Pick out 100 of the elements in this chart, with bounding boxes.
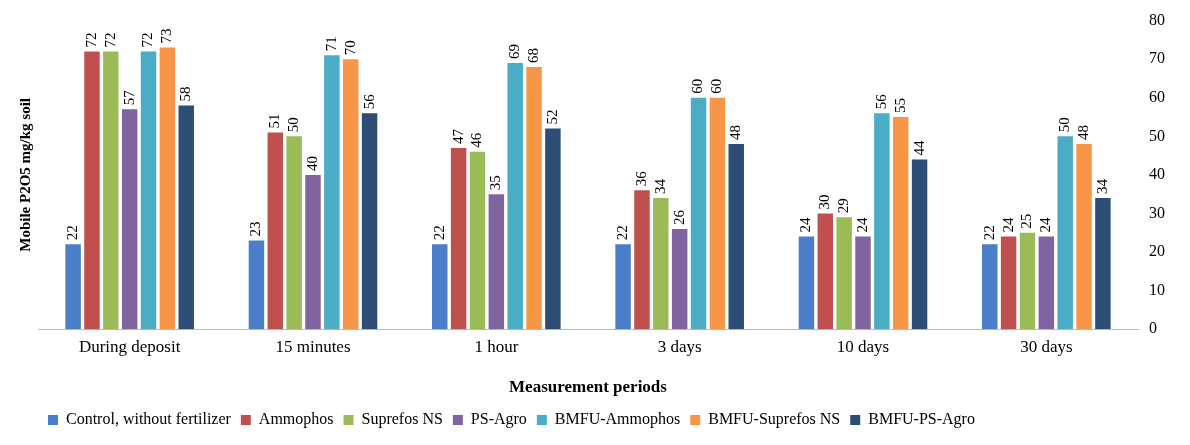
x-tick-label: 15 minutes	[275, 336, 351, 356]
data-label: 58	[177, 86, 194, 102]
data-label: 52	[543, 109, 560, 125]
bar	[84, 51, 100, 330]
bar	[817, 213, 834, 330]
data-label: 50	[285, 117, 302, 133]
data-label: 40	[303, 155, 320, 171]
data-label: 24	[999, 217, 1016, 233]
data-label: 72	[82, 32, 99, 48]
data-label: 47	[449, 128, 466, 144]
bar	[836, 217, 852, 330]
legend-label: PS-Agro	[470, 410, 527, 429]
y-tick-label: 40	[1149, 165, 1165, 183]
bar	[798, 236, 815, 330]
data-label: 30	[816, 194, 833, 210]
data-label: 72	[139, 32, 156, 48]
data-label: 29	[835, 198, 852, 214]
data-label: 23	[247, 221, 264, 237]
bar	[690, 97, 707, 330]
data-label: 71	[322, 36, 339, 52]
bar	[671, 228, 688, 330]
data-label: 55	[891, 98, 908, 114]
data-label: 22	[430, 225, 447, 241]
data-label: 44	[910, 139, 927, 156]
y-tick-label: 70	[1149, 49, 1165, 67]
x-axis-title: Measurement periods	[509, 377, 668, 397]
legend-label: BMFU-PS-Agro	[868, 410, 975, 429]
x-tick-label: During deposit	[78, 336, 181, 356]
data-label: 46	[468, 132, 485, 148]
data-label: 48	[727, 125, 744, 141]
bar	[507, 63, 523, 330]
data-label: 34	[1093, 178, 1110, 195]
data-label: 22	[980, 225, 997, 241]
bar	[1076, 144, 1092, 330]
bar	[450, 147, 467, 330]
bar	[342, 59, 359, 330]
bar	[653, 198, 669, 330]
bar	[526, 66, 542, 330]
data-label: 56	[872, 93, 889, 110]
data-label: 24	[853, 217, 870, 233]
bar	[874, 113, 890, 330]
y-tick-label: 50	[1149, 126, 1165, 144]
data-label: 22	[614, 225, 631, 241]
x-tick-label: 3 days	[657, 336, 702, 356]
x-tick-label: 10 days	[836, 336, 890, 356]
data-label: 72	[101, 32, 118, 48]
bar	[65, 244, 81, 330]
data-label: 56	[360, 93, 377, 110]
data-label: 24	[1037, 217, 1054, 233]
data-label: 60	[708, 78, 725, 94]
bar	[709, 97, 726, 330]
bar	[361, 113, 378, 330]
data-label: 57	[120, 89, 137, 106]
legend-label: BMFU-Suprefos NS	[708, 410, 841, 429]
y-tick-label: 30	[1149, 203, 1165, 221]
y-tick-label: 80	[1149, 10, 1165, 28]
data-label: 26	[670, 209, 687, 225]
data-label: 73	[158, 28, 175, 44]
bar	[103, 51, 119, 330]
bar	[324, 55, 340, 330]
bar	[159, 47, 176, 330]
bar	[488, 194, 505, 330]
legend-label: Suprefos NS	[361, 410, 443, 429]
bar	[634, 190, 650, 330]
data-label: 69	[506, 44, 523, 60]
legend-label: Control, without fertilizer	[66, 410, 232, 428]
bar	[286, 136, 302, 330]
data-label: 51	[266, 113, 283, 129]
data-label: 22	[64, 225, 81, 241]
data-label: 25	[1018, 213, 1035, 229]
data-label: 24	[797, 217, 814, 233]
legend-label: BMFU-Ammophos	[554, 410, 681, 429]
bar	[545, 128, 561, 330]
data-label: 70	[341, 40, 358, 56]
bar	[121, 109, 138, 330]
bar	[1095, 198, 1111, 330]
data-label: 35	[487, 175, 504, 191]
data-label: 36	[632, 170, 649, 187]
y-axis-title: Mobile P2O5 mg/kg soil	[16, 98, 33, 252]
x-tick-label: 30 days	[1020, 336, 1073, 356]
bar	[615, 244, 631, 330]
bar	[1038, 236, 1055, 330]
bar	[728, 144, 744, 330]
y-tick-label: 10	[1149, 280, 1165, 298]
bar	[1019, 232, 1036, 330]
bar	[432, 244, 448, 330]
bar	[855, 236, 871, 330]
bar	[911, 159, 928, 330]
bar	[1057, 136, 1073, 330]
bar	[305, 174, 321, 330]
data-label: 34	[651, 178, 668, 195]
bar	[469, 151, 486, 330]
data-label: 50	[1056, 117, 1073, 133]
data-label: 60	[689, 78, 706, 94]
y-tick-label: 0	[1149, 319, 1157, 337]
x-tick-label: 1 hour	[474, 336, 519, 356]
bar	[892, 117, 909, 330]
bar	[982, 244, 998, 330]
bar	[1000, 236, 1017, 330]
bar	[178, 105, 194, 330]
